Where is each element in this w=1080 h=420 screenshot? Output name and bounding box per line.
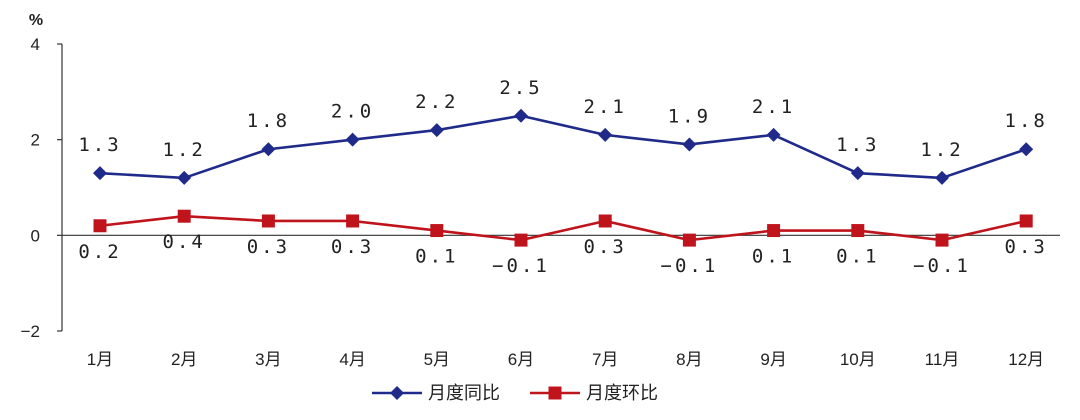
- data-point: [682, 137, 697, 152]
- x-tick-label: 3月: [255, 350, 281, 369]
- data-label: −0.1: [661, 255, 719, 277]
- data-label: 2.0: [331, 101, 374, 123]
- data-label: −0.1: [913, 255, 971, 277]
- x-tick-label: 11月: [925, 350, 960, 369]
- x-tick-label: 8月: [676, 350, 702, 369]
- data-label: 0.4: [163, 231, 206, 253]
- series-layer: [93, 108, 1034, 247]
- data-label: 1.3: [836, 134, 879, 156]
- legend-marker: [548, 386, 562, 400]
- data-point: [766, 127, 781, 142]
- data-point: [1019, 142, 1034, 157]
- data-label: 2.1: [752, 96, 795, 118]
- data-point: [850, 166, 865, 181]
- series-line-1: [99, 114, 1027, 180]
- x-axis-ticks: 1月 2月 3月 4月 5月 6月 7月 8月 9月 10月 11月 12月: [87, 350, 1044, 369]
- data-label: 1.9: [668, 105, 711, 127]
- data-label: 1.8: [1005, 110, 1048, 132]
- data-point: [1019, 214, 1033, 228]
- data-label: −0.1: [492, 255, 550, 277]
- data-point: [177, 170, 192, 185]
- data-label: 0.1: [415, 246, 458, 268]
- data-label: 0.1: [836, 246, 879, 268]
- y-tick-label: 0: [31, 226, 40, 245]
- data-point: [177, 209, 191, 223]
- x-tick-label: 10月: [840, 350, 876, 369]
- y-tick-label: −2: [21, 322, 40, 341]
- data-point: [851, 224, 865, 238]
- x-tick-label: 12月: [1008, 350, 1044, 369]
- data-point: [345, 132, 360, 147]
- data-label: 0.3: [331, 236, 374, 258]
- data-point: [514, 108, 528, 123]
- data-label: 1.8: [247, 110, 290, 132]
- x-tick-label: 9月: [760, 350, 786, 369]
- data-label: 2.2: [415, 91, 458, 113]
- y-axis-ticks: −2 0 2 4: [21, 35, 62, 341]
- data-point: [429, 123, 444, 138]
- x-tick-label: 5月: [424, 350, 450, 369]
- data-label: 0.3: [247, 236, 290, 258]
- x-tick-label: 7月: [592, 350, 618, 369]
- x-tick-label: 1月: [87, 350, 113, 369]
- legend-label: 月度环比: [586, 383, 658, 404]
- data-point: [598, 127, 613, 142]
- data-point: [935, 233, 949, 247]
- data-point: [261, 214, 275, 228]
- data-point: [682, 233, 696, 247]
- data-label: 1.3: [78, 134, 121, 156]
- data-label: 2.1: [584, 96, 627, 118]
- data-point: [93, 166, 107, 181]
- x-tick-label: 2月: [171, 350, 197, 369]
- data-point: [598, 214, 612, 228]
- data-labels-layer: 1.3 1.2 1.8 2.0 2.2 2.5 2.1 1.9 2.1 1.3 1.2 1.8 0.2 0…: [78, 77, 1048, 277]
- data-point: [261, 142, 276, 157]
- data-point: [93, 219, 107, 233]
- data-label: 0.3: [1005, 236, 1048, 258]
- data-label: 0.1: [752, 246, 795, 268]
- data-label: 0.2: [78, 241, 121, 263]
- data-label: 1.2: [920, 139, 963, 161]
- legend-marker: [390, 386, 404, 400]
- y-tick-label: 4: [31, 35, 40, 54]
- data-label: 2.5: [499, 77, 542, 99]
- y-tick-label: 2: [31, 131, 40, 150]
- legend: 月度同比 月度环比: [372, 383, 658, 404]
- data-point: [514, 233, 528, 247]
- legend-label: 月度同比: [428, 383, 500, 404]
- data-point: [346, 214, 360, 228]
- series-line-2: [99, 214, 1027, 242]
- data-label: 0.3: [584, 236, 627, 258]
- data-point: [935, 170, 949, 185]
- x-tick-label: 6月: [508, 350, 534, 369]
- y-axis-unit-label: %: [29, 12, 43, 29]
- data-label: 1.2: [163, 139, 206, 161]
- x-tick-label: 4月: [339, 350, 365, 369]
- data-point: [767, 224, 781, 238]
- data-point: [430, 224, 444, 238]
